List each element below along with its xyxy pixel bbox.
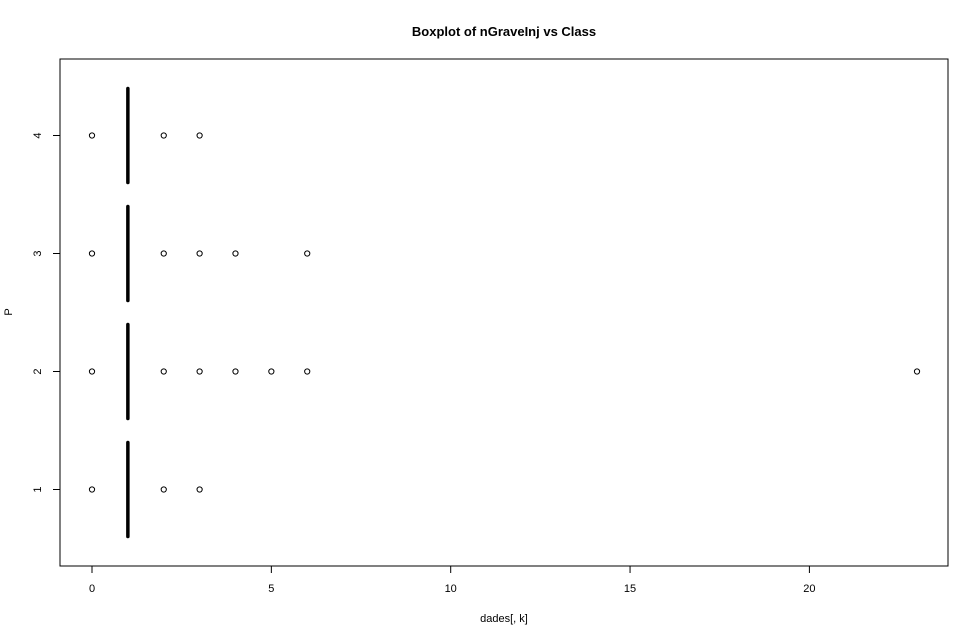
outlier-point xyxy=(88,368,96,375)
outlier-point xyxy=(160,486,167,493)
outlier-point xyxy=(232,250,239,257)
x-tick-label: 5 xyxy=(268,583,274,595)
outlier-point xyxy=(88,132,96,139)
x-tick-label: 0 xyxy=(89,583,95,595)
outlier-point xyxy=(196,368,203,375)
outlier-point xyxy=(304,368,311,375)
outlier-point xyxy=(913,368,921,375)
outlier-point xyxy=(88,250,96,257)
chart-title: Boxplot of nGraveInj vs Class xyxy=(412,24,596,39)
outlier-point xyxy=(88,486,96,493)
outlier-point xyxy=(160,132,167,139)
outlier-point xyxy=(196,132,203,139)
y-axis: 1 2 3 4 xyxy=(32,132,61,493)
outlier-points xyxy=(88,132,921,493)
x-tick-label: 10 xyxy=(445,583,457,595)
outlier-point xyxy=(268,368,275,375)
outlier-point xyxy=(196,250,203,257)
outlier-point xyxy=(232,368,239,375)
x-axis: 0 5 10 15 20 xyxy=(89,565,816,595)
y-tick-label: 1 xyxy=(32,486,44,492)
outlier-point xyxy=(196,486,203,493)
plot-frame xyxy=(59,58,949,567)
x-tick-label: 20 xyxy=(803,583,815,595)
y-tick-label: 2 xyxy=(32,368,44,374)
x-tick-label: 15 xyxy=(624,583,636,595)
outlier-point xyxy=(160,368,167,375)
y-tick-label: 3 xyxy=(32,250,44,256)
y-axis-label: P xyxy=(3,308,15,315)
x-axis-label: dades[, k] xyxy=(480,613,528,625)
outlier-point xyxy=(160,250,167,257)
y-tick-label: 4 xyxy=(32,132,44,138)
outlier-point xyxy=(304,250,311,257)
